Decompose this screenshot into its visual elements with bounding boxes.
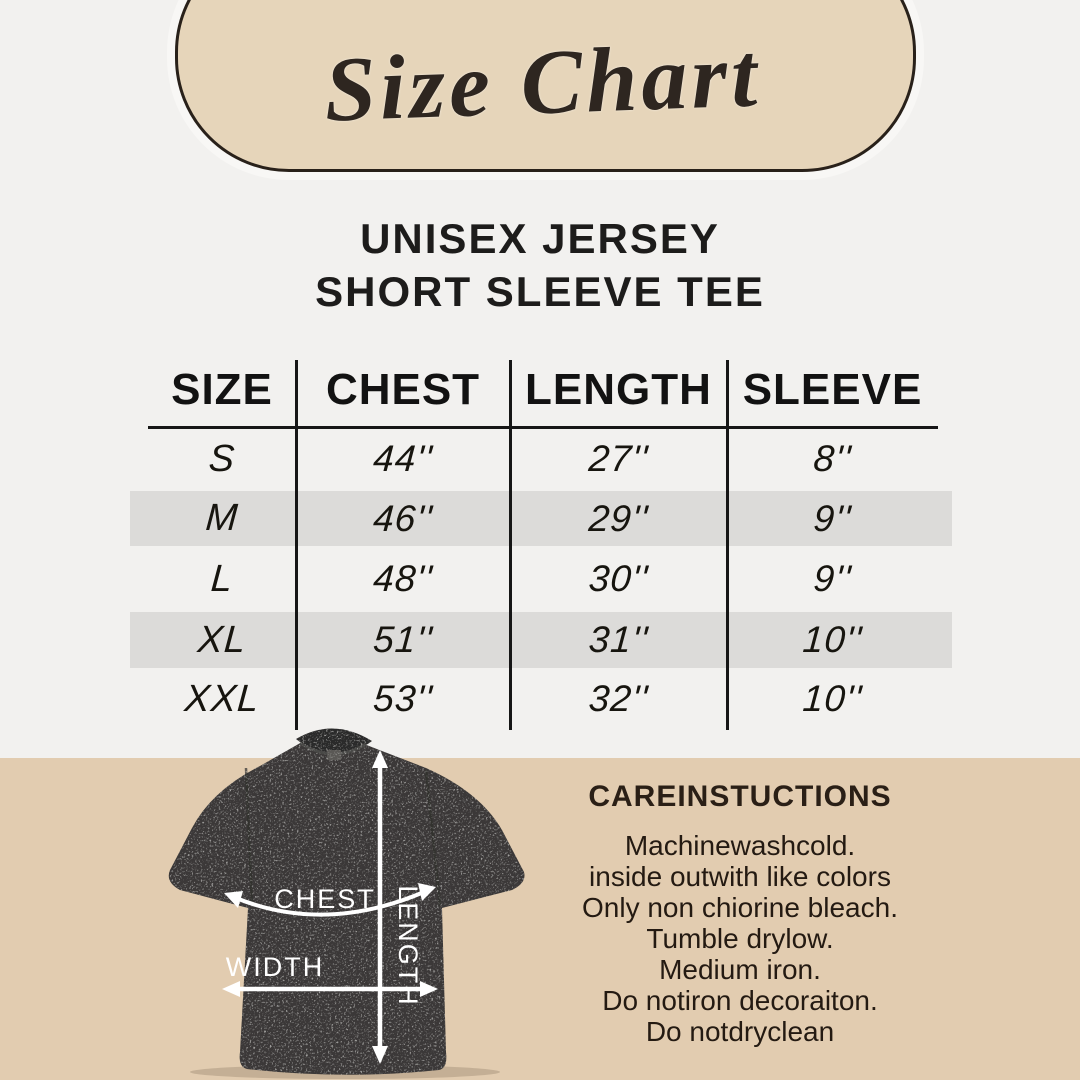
table-cell: 53'' <box>371 678 435 719</box>
table-cell: 10'' <box>801 619 864 660</box>
tshirt-measurement-diagram: CHEST WIDTH LENGTH <box>168 728 525 1079</box>
arrowhead-left <box>222 981 240 997</box>
header-chest: CHEST <box>325 364 481 414</box>
care-line: Only non chiorine bleach. <box>582 892 898 923</box>
table-cell: XL <box>196 618 248 661</box>
care-line: Medium iron. <box>659 954 821 985</box>
table-cell: 29'' <box>587 497 650 539</box>
care-line: Machinewashcold. <box>624 830 856 861</box>
tshirt-graphic <box>168 728 525 1075</box>
product-name: UNISEX JERSEY SHORT SLEEVE TEE <box>0 212 1080 318</box>
table-cell: 9'' <box>812 558 853 599</box>
table-cell: 51'' <box>371 619 435 660</box>
table-cell: 8'' <box>812 438 853 479</box>
column-divider <box>726 360 729 730</box>
bottom-beige-band <box>0 758 1080 1080</box>
care-line: inside outwith like colors <box>589 861 891 892</box>
arrowhead-chest-right <box>418 883 436 901</box>
table-cell: S <box>207 437 237 480</box>
column-divider <box>295 360 298 730</box>
page-title: Size Chart <box>322 23 763 141</box>
product-name-line2: SHORT SLEEVE TEE <box>315 268 765 315</box>
table-cell: 9'' <box>812 497 853 539</box>
arrowhead-right <box>420 981 438 997</box>
table-cell: XXL <box>183 677 261 720</box>
table-cell: 44'' <box>371 438 435 479</box>
size-table: SIZE CHEST LENGTH SLEEVE S 44'' 27'' 8''… <box>130 352 952 730</box>
care-line: Do notiron decoraiton. <box>602 985 878 1016</box>
table-cell: 27'' <box>587 438 650 479</box>
table-cell: 30'' <box>587 558 650 599</box>
table-cell: 46'' <box>371 497 435 539</box>
table-cell: L <box>209 557 235 600</box>
header-sleeve: SLEEVE <box>742 364 923 414</box>
arrowhead-down <box>372 1046 388 1064</box>
table-cell: 32'' <box>587 678 650 719</box>
title-banner-pill <box>175 0 916 172</box>
header-size: SIZE <box>171 364 273 414</box>
chest-arrow <box>235 890 425 917</box>
header-length: LENGTH <box>525 364 712 414</box>
shaded-row-xl <box>130 612 952 668</box>
size-table-grid: SIZE CHEST LENGTH SLEEVE S 44'' 27'' 8''… <box>148 352 938 730</box>
care-instructions: CAREINSTUCTIONS Machinewashcold. inside … <box>520 780 960 1047</box>
column-divider <box>509 360 512 730</box>
header-underline <box>148 426 938 429</box>
care-line: Tumble drylow. <box>646 923 834 954</box>
table-cell: 10'' <box>801 678 864 719</box>
care-line: Do notdryclean <box>645 1016 835 1047</box>
table-cell: 48'' <box>371 558 435 599</box>
product-name-line1: UNISEX JERSEY <box>360 215 720 262</box>
chest-label: CHEST <box>274 884 376 914</box>
width-label: WIDTH <box>226 952 324 982</box>
shaded-row-m <box>130 491 952 546</box>
table-cell: M <box>204 497 240 539</box>
arrowhead-up <box>372 750 388 768</box>
collar <box>296 728 372 756</box>
neck-label <box>327 750 341 760</box>
table-cell: 31'' <box>587 619 650 660</box>
arrowhead-chest-left <box>224 891 243 908</box>
length-label: LENGTH <box>393 885 423 1007</box>
care-heading: CAREINSTUCTIONS <box>588 780 892 813</box>
